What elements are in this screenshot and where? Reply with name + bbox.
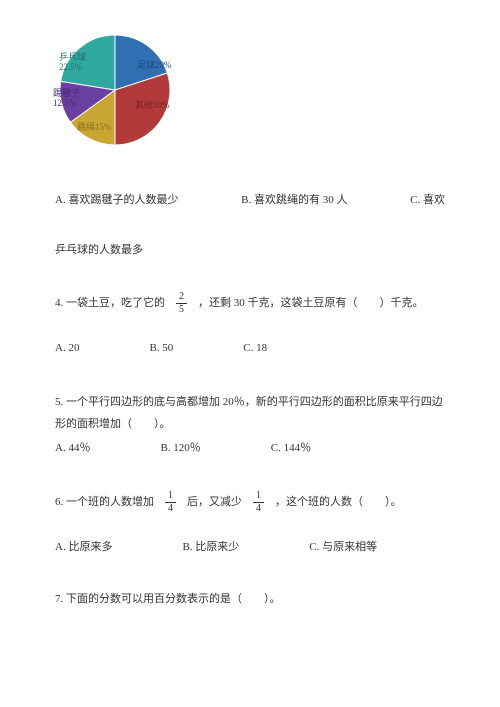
option-b: B. 喜欢跳绳的有 30 人 <box>241 191 347 211</box>
q6-text-b: 后，又减少 <box>187 493 242 513</box>
q6-fraction-2: 1 4 <box>253 491 264 514</box>
svg-text:乒乓球: 乒乓球 <box>59 51 86 62</box>
svg-text:22.5%: 22.5% <box>59 62 83 72</box>
q6-opt-b: B. 比原来少 <box>182 538 239 558</box>
q5-options: A. 44％ B. 120％ C. 144％ <box>55 439 445 459</box>
q4-opt-c: C. 18 <box>243 339 267 359</box>
q4-opt-b: B. 50 <box>149 339 173 359</box>
q4-opt-a: A. 20 <box>55 339 79 359</box>
pie-chart: 足球20% 其他30% 跳绳15% 踢毽子12.5% 乒乓球22.5% <box>45 30 445 163</box>
svg-text:跳绳15%: 跳绳15% <box>77 121 112 132</box>
q6-options: A. 比原来多 B. 比原来少 C. 与原来相等 <box>55 538 445 558</box>
question-4: 4. 一袋土豆，吃了它的 2 5 ，还剩 30 千克，这袋土豆原有（ ）千克。 … <box>55 292 445 359</box>
q4-options: A. 20 B. 50 C. 18 <box>55 339 445 359</box>
svg-text:12.5%: 12.5% <box>53 98 77 108</box>
pie-chart-svg: 足球20% 其他30% 跳绳15% 踢毽子12.5% 乒乓球22.5% <box>45 30 225 155</box>
option-c-continuation: 乒乓球的人数最多 <box>55 241 445 261</box>
q4-text-b: ，还剩 30 千克，这袋土豆原有（ ）千克。 <box>198 294 424 314</box>
q5-opt-a: A. 44％ <box>55 439 90 459</box>
q5-opt-b: B. 120％ <box>160 439 200 459</box>
q7-text: 7. 下面的分数可以用百分数表示的是（ ）。 <box>55 590 445 610</box>
svg-text:足球20%: 足球20% <box>137 59 172 70</box>
q4-text-a: 4. 一袋土豆，吃了它的 <box>55 294 165 314</box>
question-5: 5. 一个平行四边形的底与高都增加 20％，新的平行四边形的面积比原来平行四边形… <box>55 391 445 459</box>
q4-fraction: 2 5 <box>176 292 187 315</box>
option-a: A. 喜欢踢毽子的人数最少 <box>55 191 178 211</box>
q6-text-c: ，这个班的人数（ ）。 <box>275 493 402 513</box>
svg-text:其他30%: 其他30% <box>135 99 170 110</box>
question-6: 6. 一个班的人数增加 1 4 后，又减少 1 4 ，这个班的人数（ ）。 A.… <box>55 491 445 558</box>
option-c: C. 喜欢 <box>410 191 445 211</box>
q6-text-a: 6. 一个班的人数增加 <box>55 493 154 513</box>
q6-opt-a: A. 比原来多 <box>55 538 112 558</box>
q5-text: 5. 一个平行四边形的底与高都增加 20％，新的平行四边形的面积比原来平行四边形… <box>55 391 445 435</box>
chart-question-options: A. 喜欢踢毽子的人数最少 B. 喜欢跳绳的有 30 人 C. 喜欢 <box>55 191 445 211</box>
q6-fraction-1: 1 4 <box>165 491 176 514</box>
question-7: 7. 下面的分数可以用百分数表示的是（ ）。 <box>55 590 445 610</box>
q5-opt-c: C. 144％ <box>271 439 311 459</box>
q6-opt-c: C. 与原来相等 <box>309 538 377 558</box>
svg-text:踢毽子: 踢毽子 <box>53 87 80 98</box>
